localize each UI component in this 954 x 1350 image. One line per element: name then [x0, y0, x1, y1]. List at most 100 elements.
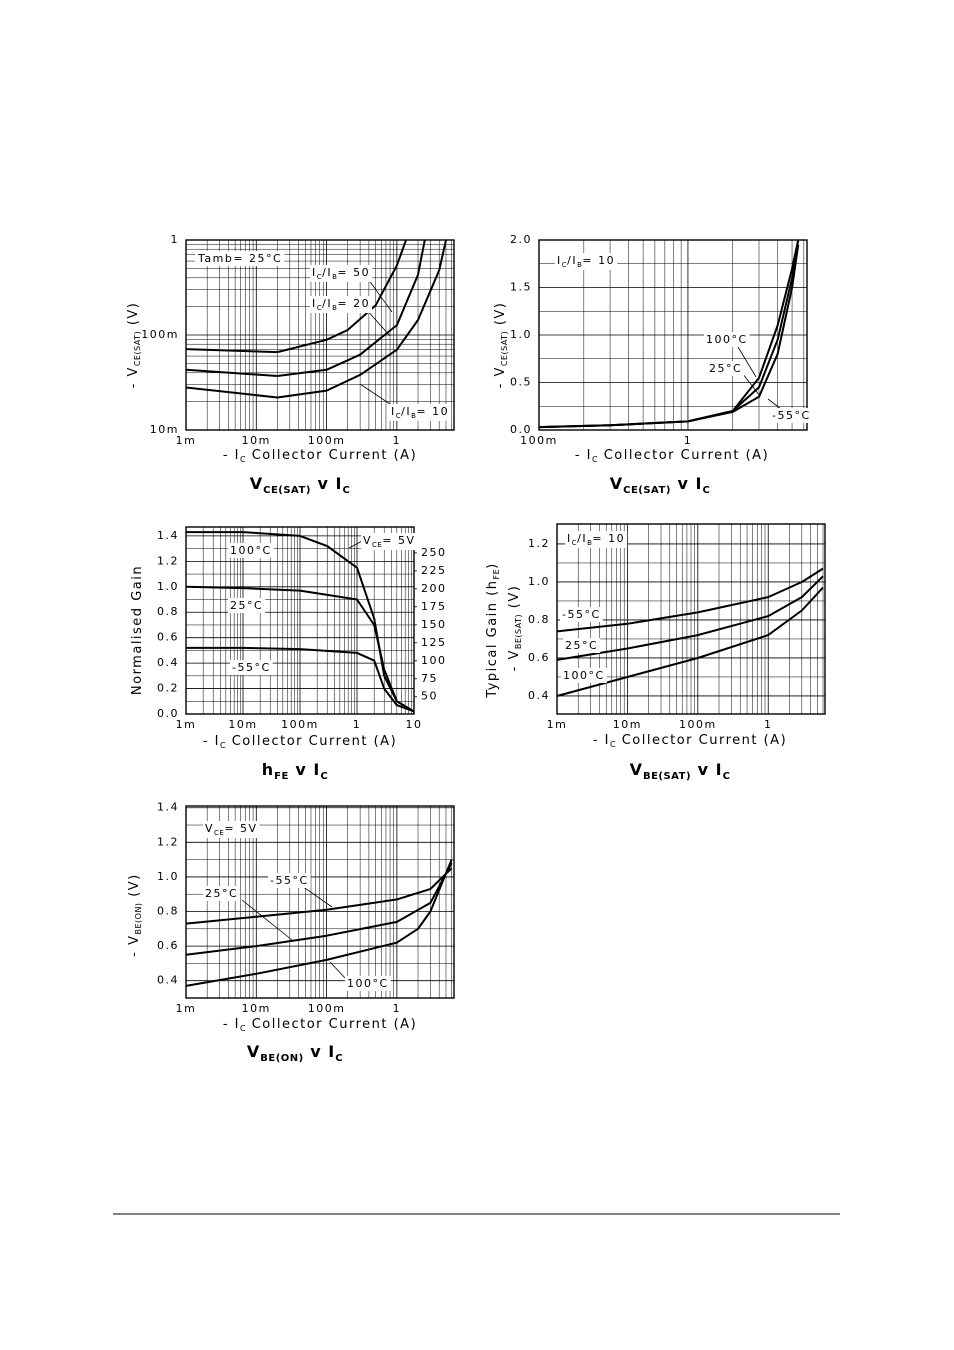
annotation: -55°C [562, 608, 601, 621]
y2-tick-label: 75 [421, 672, 438, 685]
y-tick-label: 0.4 [528, 689, 550, 702]
annotation-part: V [205, 822, 214, 835]
y-tick-label: 1.2 [157, 835, 179, 848]
annotation: IC/IB= 10 [567, 532, 625, 547]
annotation-background [203, 886, 241, 901]
annotation-part: B [332, 273, 337, 281]
leader-line [367, 278, 393, 313]
annotation-background [561, 668, 607, 683]
y2-axis-label: Typical Gain (hFE) [485, 562, 502, 698]
x-axis-label-part: - I [223, 448, 240, 463]
y-tick-label: 1.4 [157, 529, 179, 542]
chart-title-part: v I [691, 760, 723, 779]
chart-title-part: C [702, 485, 710, 496]
y-tick-label: 0.0 [157, 707, 179, 720]
y-tick-label: 0.6 [528, 651, 550, 664]
annotation-part: 25°C [709, 362, 742, 375]
annotation-background [310, 296, 373, 313]
y2-tick-label: 100 [421, 654, 447, 667]
chart-title-part: h [262, 760, 274, 779]
y-axis-label-part: - V [507, 649, 522, 671]
y-tick-label: 1.5 [510, 281, 532, 294]
y-tick-label: 0.8 [157, 905, 179, 918]
annotation-part: -55°C [562, 608, 601, 621]
y-axis-label-part: Normalised Gain [130, 565, 145, 695]
x-axis-label-part: - I [223, 1017, 240, 1032]
x-axis-label-part: Collector Current (A) [246, 1017, 417, 1032]
y-tick-label: 100m [141, 328, 179, 341]
y-tick-label: 1.0 [157, 580, 179, 593]
plot-frame [538, 239, 808, 431]
y-axis-label-part: CE(SAT) [500, 331, 509, 366]
annotation: 25°C [565, 639, 598, 652]
x-axis-label-part: - I [593, 733, 610, 748]
plot-frame [556, 523, 826, 715]
annotation-background [203, 821, 260, 838]
annotation-part: B [587, 539, 592, 547]
leader-line [329, 961, 346, 979]
y-tick-label: 1.4 [157, 801, 179, 814]
chart-title-part: BE(SAT) [643, 771, 691, 782]
annotation: IC/IB= 10 [557, 254, 615, 269]
y-tick-label: 1.0 [510, 328, 532, 341]
y-axis-label: - VCE(SAT) (V) [126, 302, 143, 389]
x-axis-label-part: C [592, 455, 598, 464]
annotation-part: 100°C [347, 977, 389, 990]
x-tick-label: 1m [176, 434, 197, 447]
x-axis-label-part: - I [203, 734, 220, 749]
x-tick-label: 100m [679, 718, 717, 731]
chart-title: VBE(SAT) v IC [630, 760, 731, 782]
chart-title-part: v I [311, 474, 343, 493]
annotation-part: V [363, 534, 372, 547]
x-axis-label: - IC Collector Current (A) [223, 1017, 417, 1034]
curve [185, 239, 407, 354]
x-axis-label-part: Collector Current (A) [246, 448, 417, 463]
leader-line [365, 308, 391, 337]
x-axis-label-part: C [240, 455, 246, 464]
curve [185, 585, 415, 713]
annotation-background [555, 253, 618, 270]
annotation-part: /I [401, 405, 411, 418]
y2-tick-label: 150 [421, 618, 447, 631]
annotation-background [565, 531, 628, 548]
curve [556, 567, 824, 633]
annotation-part: C [572, 539, 577, 547]
curve [185, 862, 453, 956]
chart-title-part: CE(SAT) [623, 485, 671, 496]
y-axis-label-part: (V) [127, 873, 142, 902]
annotation-part: /I [567, 254, 577, 267]
plot-frame [185, 239, 455, 431]
x-tick-label: 1 [353, 718, 362, 731]
annotation-background [268, 873, 311, 888]
y-tick-label: 0.0 [510, 423, 532, 436]
chart-title-part: FE [274, 771, 289, 782]
leader-line [742, 373, 761, 397]
annotation: 25°C [230, 599, 263, 612]
y2-axis-label-part: Typical Gain (h [485, 580, 500, 699]
annotation: 100°C [347, 977, 389, 990]
curve [556, 586, 824, 697]
chart-title-part: BE(ON) [260, 1053, 303, 1064]
annotation-background [345, 976, 391, 991]
x-tick-label: 1m [176, 1002, 197, 1015]
chart-title-part: v I [671, 474, 703, 493]
y-tick-label: 2.0 [510, 233, 532, 246]
annotation-part: I [567, 532, 572, 545]
annotation-part: /I [322, 297, 332, 310]
annotation: -55°C [270, 874, 309, 887]
annotation: Tamb= 25°C [197, 252, 282, 265]
annotation-background [361, 533, 418, 550]
annotation-part: B [577, 261, 582, 269]
chart-title-part: V [247, 1042, 260, 1061]
annotation-part: C [317, 273, 322, 281]
x-axis-label-part: Collector Current (A) [616, 733, 787, 748]
annotation-part: = 10 [582, 254, 615, 267]
y2-tick-label: 250 [421, 546, 447, 559]
annotation-part: 25°C [565, 639, 598, 652]
annotation-part: = 10 [416, 405, 449, 418]
curve [556, 575, 824, 661]
annotation-part: C [396, 412, 401, 420]
annotation-part: I [557, 254, 562, 267]
leader-line [737, 346, 757, 378]
